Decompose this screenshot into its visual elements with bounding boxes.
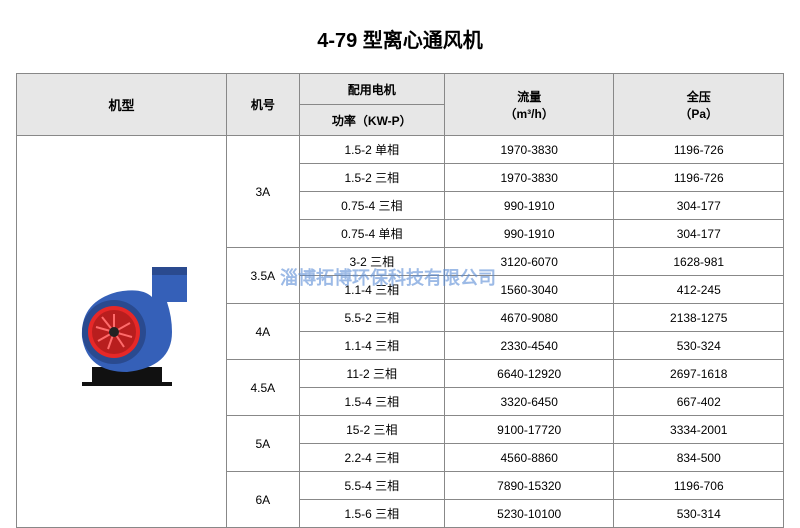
table-row: 6A5.5-4 三相7890-153201196-706 bbox=[227, 472, 784, 500]
cell-pressure: 1628-981 bbox=[614, 248, 784, 276]
cell-pressure: 304-177 bbox=[614, 220, 784, 248]
cell-flow: 1970-3830 bbox=[444, 136, 614, 164]
header-power: 功率（KW-P） bbox=[299, 105, 444, 136]
header-motor: 配用电机 bbox=[299, 74, 444, 105]
cell-pressure: 1196-726 bbox=[614, 136, 784, 164]
table-row: 2.2-4 三相4560-8860834-500 bbox=[227, 444, 784, 472]
cell-pressure: 1196-726 bbox=[614, 164, 784, 192]
cell-pressure: 530-314 bbox=[614, 500, 784, 528]
header-flow: 流量（m³/h） bbox=[444, 74, 614, 136]
cell-power: 1.5-2 单相 bbox=[299, 136, 444, 164]
cell-pressure: 834-500 bbox=[614, 444, 784, 472]
cell-power: 1.5-2 三相 bbox=[299, 164, 444, 192]
cell-power: 3-2 三相 bbox=[299, 248, 444, 276]
cell-pressure: 667-402 bbox=[614, 388, 784, 416]
fan-product-image bbox=[17, 136, 226, 527]
fan-icon bbox=[52, 267, 192, 397]
cell-flow: 1970-3830 bbox=[444, 164, 614, 192]
cell-model: 4A bbox=[227, 304, 300, 360]
table-row: 0.75-4 三相990-1910304-177 bbox=[227, 192, 784, 220]
header-pressure: 全压（Pa） bbox=[614, 74, 784, 136]
spec-table: 机号 配用电机 流量（m³/h） 全压（Pa） 功率（KW-P） 3A1.5-2… bbox=[226, 73, 784, 528]
cell-pressure: 304-177 bbox=[614, 192, 784, 220]
cell-flow: 3120-6070 bbox=[444, 248, 614, 276]
cell-model: 3.5A bbox=[227, 248, 300, 304]
header-model-no: 机号 bbox=[227, 74, 300, 136]
cell-pressure: 3334-2001 bbox=[614, 416, 784, 444]
cell-flow: 990-1910 bbox=[444, 220, 614, 248]
cell-pressure: 1196-706 bbox=[614, 472, 784, 500]
table-row: 1.5-6 三相5230-10100530-314 bbox=[227, 500, 784, 528]
cell-power: 5.5-2 三相 bbox=[299, 304, 444, 332]
cell-model: 4.5A bbox=[227, 360, 300, 416]
cell-power: 0.75-4 单相 bbox=[299, 220, 444, 248]
table-row: 0.75-4 单相990-1910304-177 bbox=[227, 220, 784, 248]
cell-pressure: 2697-1618 bbox=[614, 360, 784, 388]
cell-pressure: 412-245 bbox=[614, 276, 784, 304]
cell-flow: 1560-3040 bbox=[444, 276, 614, 304]
table-row: 4.5A11-2 三相6640-129202697-1618 bbox=[227, 360, 784, 388]
cell-power: 1.1-4 三相 bbox=[299, 276, 444, 304]
cell-power: 1.1-4 三相 bbox=[299, 332, 444, 360]
cell-model: 5A bbox=[227, 416, 300, 472]
page-title: 4-79 型离心通风机 bbox=[0, 24, 800, 53]
cell-power: 1.5-4 三相 bbox=[299, 388, 444, 416]
table-row: 5A15-2 三相9100-177203334-2001 bbox=[227, 416, 784, 444]
content-area: 机型 bbox=[0, 73, 800, 528]
cell-flow: 4560-8860 bbox=[444, 444, 614, 472]
cell-flow: 9100-17720 bbox=[444, 416, 614, 444]
table-row: 1.5-2 三相1970-38301196-726 bbox=[227, 164, 784, 192]
cell-pressure: 2138-1275 bbox=[614, 304, 784, 332]
table-row: 4A5.5-2 三相4670-90802138-1275 bbox=[227, 304, 784, 332]
image-column: 机型 bbox=[16, 73, 226, 528]
cell-flow: 990-1910 bbox=[444, 192, 614, 220]
cell-power: 11-2 三相 bbox=[299, 360, 444, 388]
cell-flow: 2330-4540 bbox=[444, 332, 614, 360]
cell-power: 5.5-4 三相 bbox=[299, 472, 444, 500]
header-model-type: 机型 bbox=[17, 74, 226, 136]
table-row: 3.5A3-2 三相3120-60701628-981 bbox=[227, 248, 784, 276]
cell-pressure: 530-324 bbox=[614, 332, 784, 360]
table-row: 1.1-4 三相1560-3040412-245 bbox=[227, 276, 784, 304]
cell-power: 15-2 三相 bbox=[299, 416, 444, 444]
cell-flow: 7890-15320 bbox=[444, 472, 614, 500]
cell-flow: 4670-9080 bbox=[444, 304, 614, 332]
cell-model: 3A bbox=[227, 136, 300, 248]
cell-power: 0.75-4 三相 bbox=[299, 192, 444, 220]
cell-power: 1.5-6 三相 bbox=[299, 500, 444, 528]
cell-flow: 5230-10100 bbox=[444, 500, 614, 528]
spec-table-body: 3A1.5-2 单相1970-38301196-7261.5-2 三相1970-… bbox=[227, 136, 784, 528]
cell-power: 2.2-4 三相 bbox=[299, 444, 444, 472]
cell-flow: 6640-12920 bbox=[444, 360, 614, 388]
table-row: 3A1.5-2 单相1970-38301196-726 bbox=[227, 136, 784, 164]
table-row: 1.1-4 三相2330-4540530-324 bbox=[227, 332, 784, 360]
cell-flow: 3320-6450 bbox=[444, 388, 614, 416]
table-row: 1.5-4 三相3320-6450667-402 bbox=[227, 388, 784, 416]
